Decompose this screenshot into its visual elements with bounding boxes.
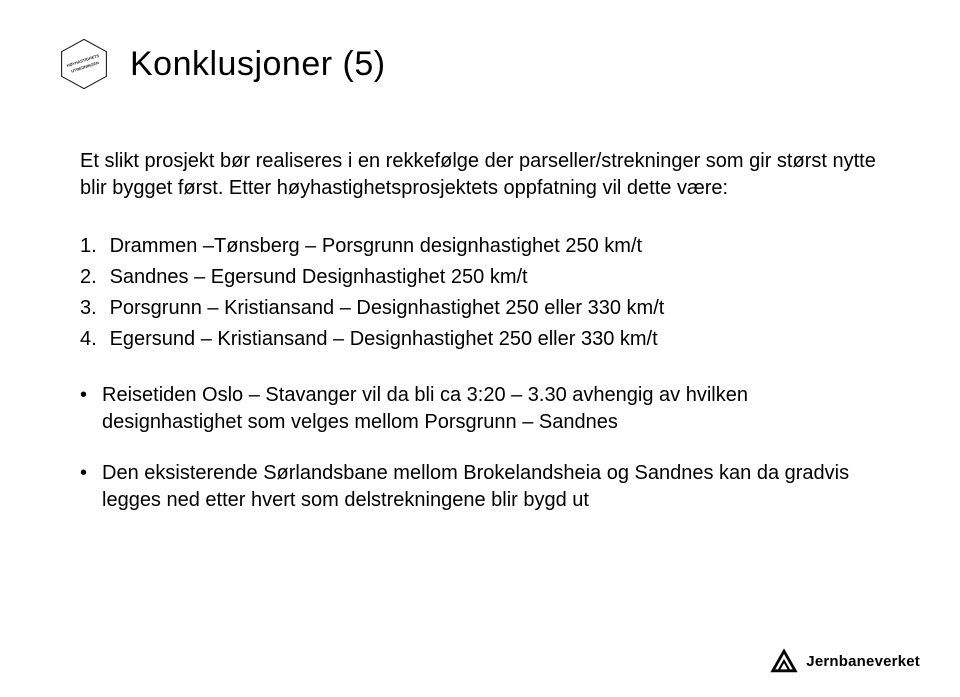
list-item-text: Egersund – Kristiansand – Designhastighe… xyxy=(110,328,658,350)
page-title: Konklusjoner (5) xyxy=(130,45,386,84)
list-item-text: Sandnes – Egersund Designhastighet 250 k… xyxy=(110,266,528,288)
list-item-text: Porsgrunn – Kristiansand – Designhastigh… xyxy=(110,297,665,319)
footer-brand-name: Jernbaneverket xyxy=(806,653,920,670)
bullet-text: Den eksisterende Sørlandsbane mellom Bro… xyxy=(102,462,849,511)
slide: HØYHASTIGHETS UTREDNINGEN Konklusjoner (… xyxy=(0,0,960,697)
hexagon-logo-icon: HØYHASTIGHETS UTREDNINGEN xyxy=(56,36,112,92)
list-item: 4. Egersund – Kristiansand – Designhasti… xyxy=(80,325,880,354)
footer-logo: Jernbaneverket xyxy=(770,647,920,675)
numbered-list: 1. Drammen –Tønsberg – Porsgrunn designh… xyxy=(80,232,880,354)
list-item-text: Drammen –Tønsberg – Porsgrunn designhast… xyxy=(110,235,643,257)
intro-paragraph: Et slikt prosjekt bør realiseres i en re… xyxy=(80,148,880,202)
brand-mark-icon xyxy=(770,647,798,675)
title-row: HØYHASTIGHETS UTREDNINGEN Konklusjoner (… xyxy=(56,36,880,92)
bullet-text: Reisetiden Oslo – Stavanger vil da bli c… xyxy=(102,384,748,433)
bullet-list: Reisetiden Oslo – Stavanger vil da bli c… xyxy=(80,382,880,514)
list-item: Reisetiden Oslo – Stavanger vil da bli c… xyxy=(80,382,880,436)
list-item: 2. Sandnes – Egersund Designhastighet 25… xyxy=(80,263,880,292)
list-item: 1. Drammen –Tønsberg – Porsgrunn designh… xyxy=(80,232,880,261)
list-item: 3. Porsgrunn – Kristiansand – Designhast… xyxy=(80,294,880,323)
list-item: Den eksisterende Sørlandsbane mellom Bro… xyxy=(80,460,880,514)
